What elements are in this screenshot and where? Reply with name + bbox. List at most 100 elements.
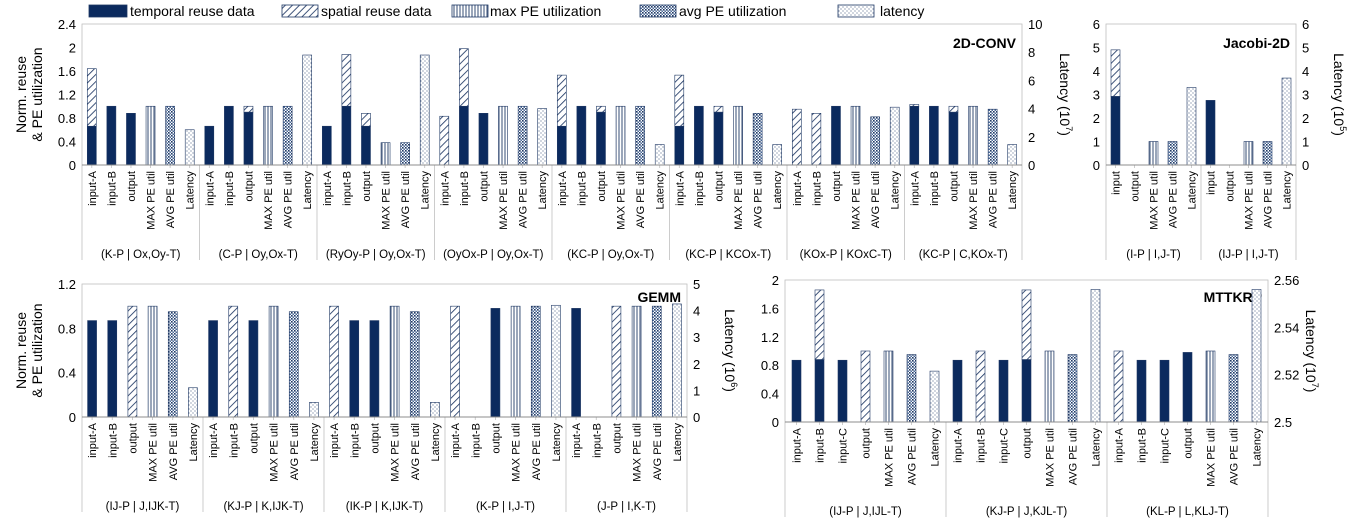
bar-input-b (576, 105, 587, 166)
y-tick-label: 1.6 (58, 64, 76, 79)
group-label: (KC-P | KCOx-T) (685, 249, 771, 261)
maxpe-bar (968, 105, 978, 166)
x-tick-label: MAX PE util (1149, 171, 1161, 230)
bar-input-a (450, 305, 460, 418)
bar-latency (772, 144, 783, 166)
x-tick-label: output (1130, 171, 1142, 202)
latency-bar (1007, 144, 1018, 166)
y-tick-label: 0.8 (58, 321, 76, 336)
bar-max-pe-util (733, 105, 743, 166)
spatial-segment (860, 350, 871, 423)
x-tick-label: Latency (772, 171, 784, 210)
spatial-segment (814, 289, 825, 360)
bar-input-a (86, 68, 97, 166)
y2-tick-label: 8 (1028, 45, 1035, 60)
group-label: (K-P | Ox,Oy-T) (101, 249, 181, 261)
bar-avg-pe-util (651, 305, 662, 418)
x-tick-label: AVG PE util (1263, 171, 1275, 228)
temporal-segment (106, 105, 117, 166)
x-tick-label: AVG PE util (1229, 428, 1241, 485)
bar-avg-pe-util (987, 108, 998, 166)
maxpe-bar (883, 350, 894, 423)
latency-bar (889, 106, 900, 166)
temporal-segment (556, 125, 567, 166)
x-tick-label: AVG PE util (531, 423, 543, 480)
bar-input-a (208, 320, 218, 418)
y2-tick-label: 5 (693, 277, 700, 292)
bar-latency (1251, 289, 1262, 423)
bar-max-pe-util (968, 105, 978, 166)
avgpe-bar (409, 311, 420, 418)
chart-jacobi-2d: 0 1 2 3 4 5 6 0 1 2 3 4 5 6 Latency (105) Jacobi-2D inpu… (1093, 17, 1348, 261)
avgpe-bar (651, 305, 662, 418)
x-tick-label: Latency (1187, 171, 1199, 210)
bar-input-b (694, 105, 704, 166)
y-tick-label: 1.6 (761, 301, 779, 316)
x-tick-label: input-C (838, 428, 850, 464)
latency-bar (672, 303, 682, 418)
bar-output (831, 105, 841, 166)
avgpe-bar (906, 354, 917, 423)
x-tick-label: AVG PE util (907, 428, 919, 485)
bar-avg-pe-util (517, 105, 528, 166)
spatial-segment (86, 68, 97, 127)
latency-bar (188, 387, 198, 418)
temporal-segment (909, 105, 920, 166)
y2-tick-label: 2 (693, 357, 700, 372)
bar-avg-pe-util (530, 305, 541, 418)
temporal-segment (369, 320, 380, 418)
x-tick-label: MAX PE util (498, 171, 510, 230)
bar-avg-pe-util (282, 105, 293, 166)
y2-tick-label: 1 (1302, 135, 1309, 150)
x-tick-label: Latency (1091, 428, 1103, 467)
x-tick-label: output (861, 428, 873, 459)
x-tick-label: output (713, 171, 725, 202)
group-label: (J-P | I,K-T) (597, 501, 656, 513)
temporal-segment (837, 359, 848, 423)
y-tick-label: 0.4 (58, 366, 76, 381)
x-tick-label: MAX PE util (632, 423, 644, 482)
y-tick-label: 0 (772, 415, 779, 430)
y-tick-label: 1.2 (761, 330, 779, 345)
latency-bar (1251, 289, 1262, 423)
y-tick-label: 0.8 (58, 111, 76, 126)
avgpe-bar (870, 116, 880, 166)
spatial-segment (1110, 49, 1121, 97)
bar-max-pe-util (389, 305, 400, 418)
bar-output (713, 105, 724, 166)
x-tick-label: MAX PE util (851, 171, 863, 230)
bar-avg-pe-util (635, 105, 645, 166)
x-tick-label: AVG PE util (518, 171, 530, 228)
temporal-segment (814, 359, 825, 423)
group-label: (C-P | Oy,Ox-T) (219, 249, 298, 261)
y2-axis-label: Latency (106) (722, 309, 739, 392)
x-tick-label: Latency (420, 171, 432, 210)
legend-temporal-label: temporal reuse data (130, 3, 255, 19)
temporal-segment (490, 308, 501, 418)
x-tick-label: MAX PE util (616, 171, 628, 230)
bar-avg-pe-util (165, 105, 175, 166)
latency-bar (309, 402, 319, 418)
latency-bar (551, 304, 561, 418)
x-tick-label: input-A (87, 422, 99, 458)
temporal-segment (107, 320, 118, 418)
maxpe-bar (631, 305, 642, 418)
bar-input-b (228, 305, 239, 418)
maxpe-bar (850, 105, 861, 166)
x-tick-label: output (478, 171, 490, 202)
bar-output (127, 305, 138, 418)
bar-output (596, 105, 606, 166)
x-tick-label: MAX PE util (733, 171, 745, 230)
y2-tick-label: 4 (1302, 64, 1309, 79)
legend-temporal: temporal reuse data (88, 3, 255, 19)
x-tick-label: AVG PE util (168, 423, 180, 480)
x-tick-label: input-A (87, 170, 99, 206)
y-tick-label: 1.2 (58, 277, 76, 292)
temporal-segment (674, 125, 685, 166)
x-tick-label: MAX PE util (511, 423, 523, 482)
bar-max-pe-util (268, 305, 279, 418)
x-tick-label: input-B (929, 171, 941, 206)
chart-mttkrp: 0 0.4 0.8 1.2 1.6 2 2.5 2.52 2.54 2.56 Latency (10… (761, 273, 1320, 518)
group-label: (I-P | I,J-T) (1126, 249, 1181, 261)
bar-latency (302, 54, 313, 166)
